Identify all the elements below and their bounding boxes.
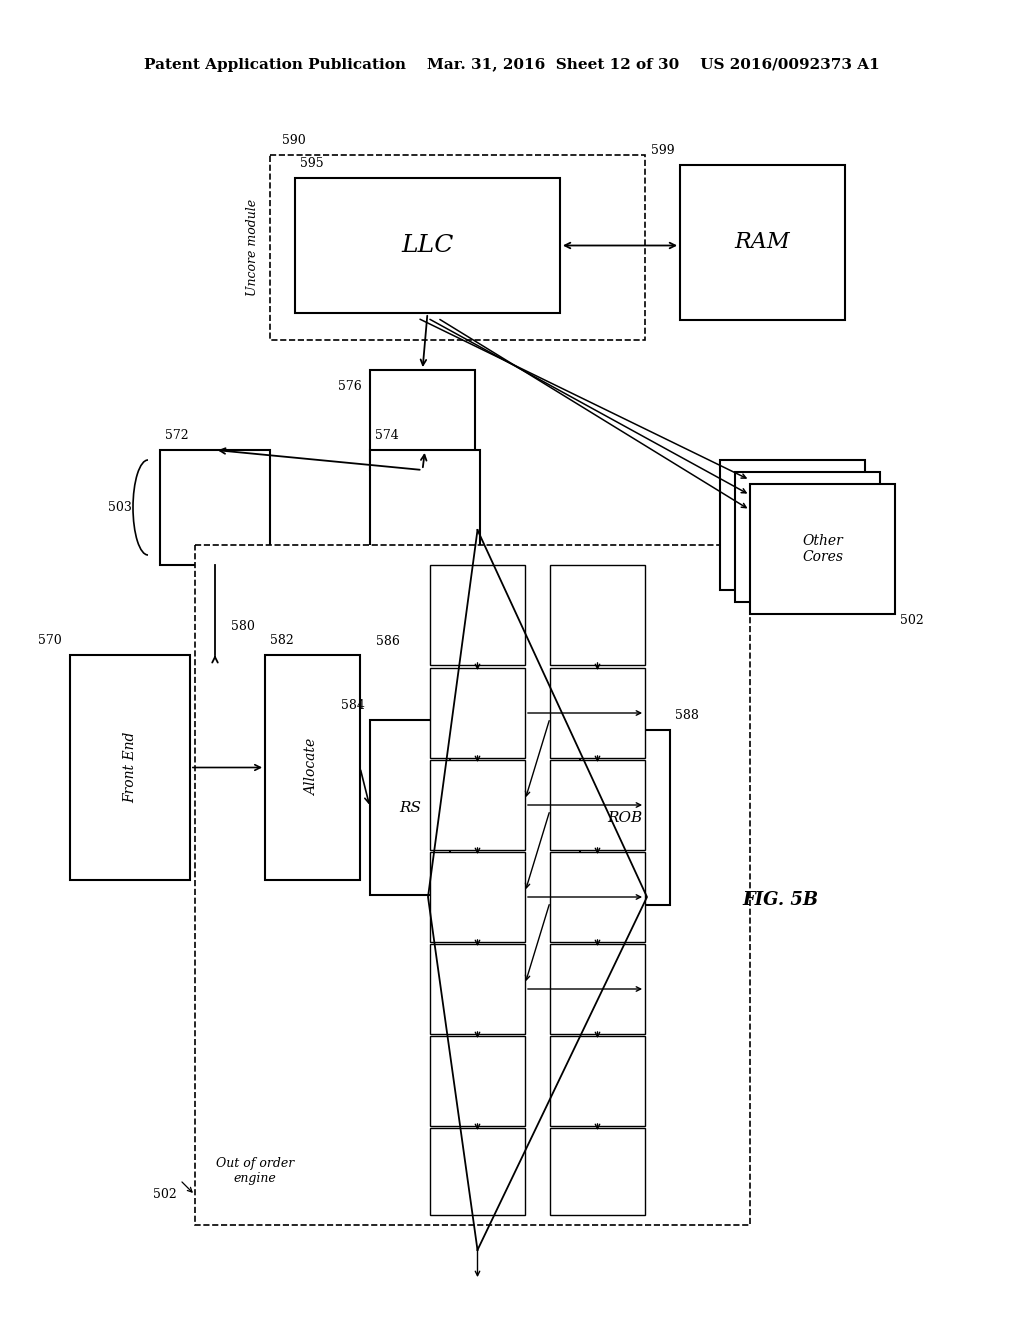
Text: FIG. 5B: FIG. 5B [742,891,818,909]
Text: Out of order
engine: Out of order engine [216,1158,294,1185]
Bar [750,484,895,614]
Bar [430,1129,525,1214]
Text: ROB: ROB [607,810,643,825]
Bar [370,370,475,470]
Bar [550,1129,645,1214]
Text: 584: 584 [341,700,365,711]
Text: 590: 590 [282,135,306,147]
Text: 572: 572 [165,429,188,442]
Bar [270,154,645,341]
Text: Other
Cores: Other Cores [802,533,843,564]
Bar [370,719,450,895]
Bar [430,944,525,1034]
Bar [550,851,645,942]
Text: RS: RS [399,800,421,814]
Text: 586: 586 [376,635,400,648]
Bar [580,730,670,906]
Bar [550,1036,645,1126]
Bar [265,655,360,880]
Text: RAM: RAM [734,231,791,253]
Text: 574: 574 [375,429,398,442]
Text: 595: 595 [300,157,324,170]
Text: 502: 502 [154,1188,177,1201]
Text: Front End: Front End [123,731,137,803]
Bar [430,851,525,942]
Bar [550,944,645,1034]
Text: 588: 588 [675,709,698,722]
Bar [550,668,645,758]
Text: 582: 582 [270,634,294,647]
Bar [295,178,560,313]
Bar [430,760,525,850]
Bar [370,450,480,565]
Text: Allocate: Allocate [305,739,319,796]
Text: 580: 580 [231,620,255,634]
Bar [550,565,645,665]
Bar [735,473,880,602]
Bar [70,655,190,880]
Text: 570: 570 [38,634,62,647]
Text: LLC: LLC [401,234,454,257]
Bar [720,459,865,590]
Bar [160,450,270,565]
Text: Patent Application Publication    Mar. 31, 2016  Sheet 12 of 30    US 2016/00923: Patent Application Publication Mar. 31, … [144,58,880,73]
Text: 599: 599 [651,144,675,157]
Text: 503: 503 [109,502,132,513]
Bar [550,760,645,850]
Text: 576: 576 [338,380,362,393]
Bar [430,1036,525,1126]
Text: 502: 502 [900,614,924,627]
Bar [430,565,525,665]
Bar [430,668,525,758]
Text: Uncore module: Uncore module [246,199,258,296]
Bar [680,165,845,319]
Bar [195,545,750,1225]
